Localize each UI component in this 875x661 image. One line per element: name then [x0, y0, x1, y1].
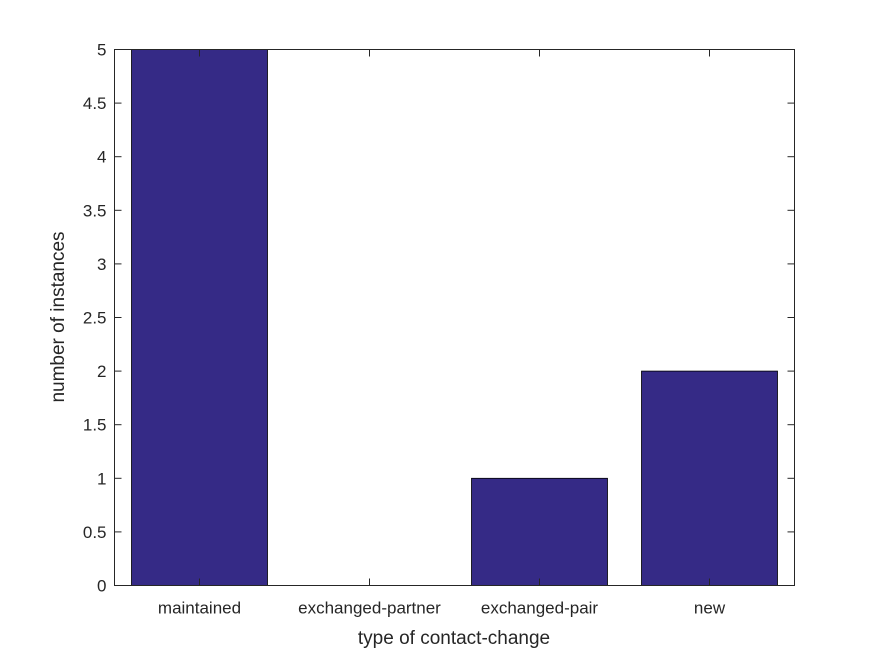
y-tick-label: 1.5	[83, 416, 107, 435]
bar-exchanged-pair	[471, 477, 608, 586]
y-tick-label: 5	[97, 41, 106, 60]
bars	[131, 49, 778, 586]
y-tick-label: 3.5	[83, 201, 107, 220]
y-tick-label: 2.5	[83, 309, 107, 328]
x-tick-label: exchanged-partner	[298, 599, 441, 618]
bar-maintained	[131, 49, 268, 586]
y-tick-label: 0	[97, 577, 106, 596]
x-tick-label: maintained	[158, 599, 241, 618]
y-axis-label: number of instances	[48, 231, 69, 402]
ticks: maintained exchanged-partner exchanged-pai…	[83, 41, 795, 618]
y-tick-label: 3	[97, 255, 106, 274]
y-tick-label: 1	[97, 469, 106, 488]
y-tick-label: 2	[97, 362, 106, 381]
y-tick-label: 4	[97, 148, 106, 167]
y-tick-label: 0.5	[83, 523, 107, 542]
x-tick-label: new	[694, 599, 726, 618]
bar-new	[641, 370, 778, 586]
x-tick-label: exchanged-pair	[481, 599, 599, 618]
y-tick-label: 4.5	[83, 94, 107, 113]
x-axis-label: type of contact-change	[358, 628, 550, 649]
